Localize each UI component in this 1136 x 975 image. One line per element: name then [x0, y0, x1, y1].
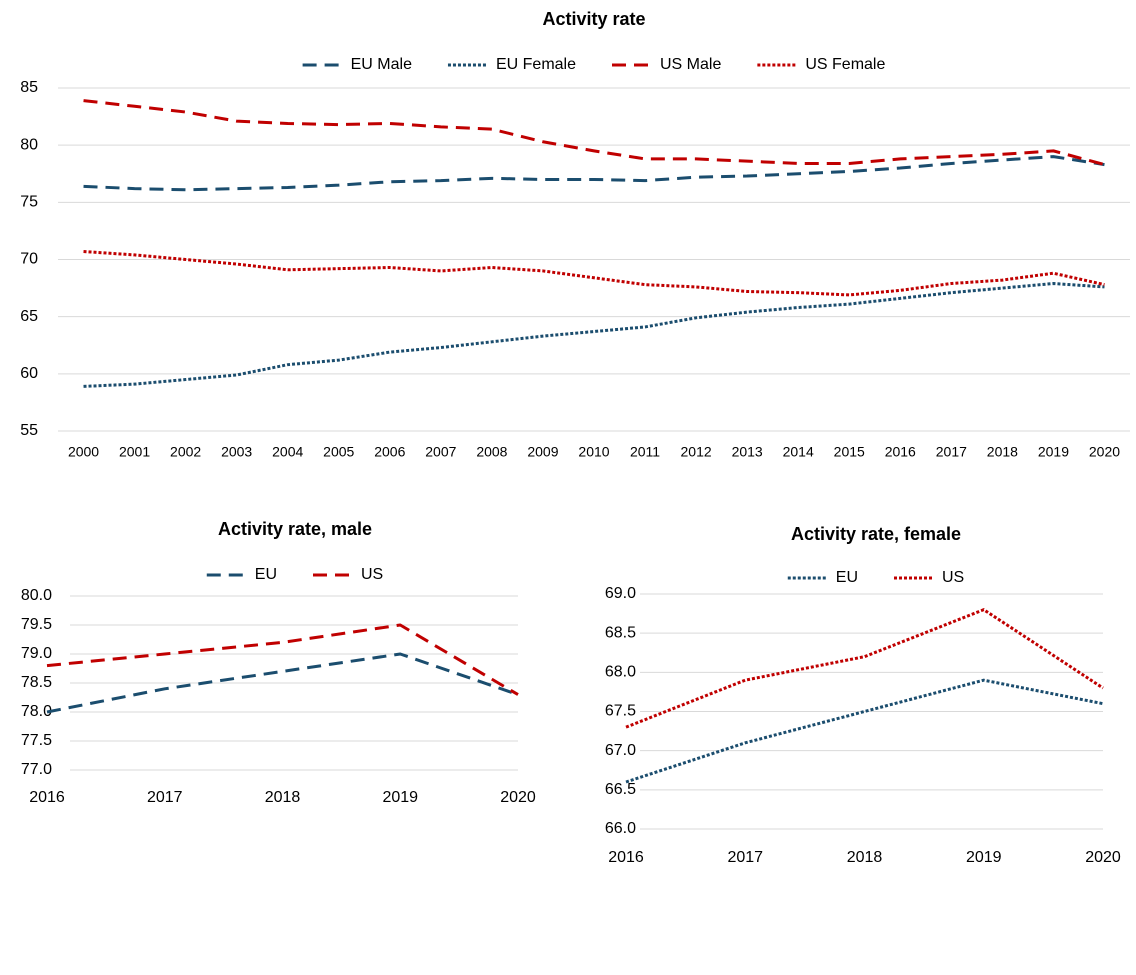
x-tick-label: 2012 — [681, 444, 712, 460]
y-tick-label: 67.0 — [605, 742, 636, 759]
y-tick-label: 77.0 — [21, 761, 52, 778]
x-tick-label: 2018 — [265, 789, 301, 806]
x-tick-label: 2017 — [936, 444, 967, 460]
x-tick-label: 2005 — [323, 444, 354, 460]
y-tick-label: 60 — [20, 365, 38, 382]
y-tick-label: 68.0 — [605, 664, 636, 681]
y-tick-label: 69.0 — [605, 585, 636, 602]
x-tick-label: 2020 — [500, 789, 536, 806]
x-tick-label: 2016 — [608, 849, 644, 866]
series-line — [83, 99, 1105, 167]
x-tick-label: 2011 — [630, 444, 660, 460]
series-line — [83, 250, 1105, 297]
x-tick-label: 2016 — [29, 789, 65, 806]
x-tick-label: 2018 — [847, 849, 883, 866]
y-tick-label: 79.5 — [21, 616, 52, 633]
x-tick-label: 2018 — [987, 444, 1018, 460]
y-tick-label: 79.0 — [21, 645, 52, 662]
x-tick-label: 2000 — [68, 444, 99, 460]
y-tick-label: 66.5 — [605, 781, 636, 798]
series-line — [625, 678, 1104, 784]
y-tick-label: 78.5 — [21, 674, 52, 691]
y-tick-label: 78.0 — [21, 703, 52, 720]
y-tick-label: 77.5 — [21, 732, 52, 749]
legend-label: US — [361, 566, 383, 583]
legend-label: EU Female — [496, 56, 576, 73]
y-tick-label: 85 — [20, 79, 38, 96]
series-line — [46, 623, 519, 696]
x-tick-label: 2004 — [272, 444, 303, 460]
x-tick-label: 2008 — [476, 444, 507, 460]
legend-label: US Male — [660, 56, 721, 73]
x-tick-label: 2016 — [885, 444, 916, 460]
y-tick-label: 55 — [20, 422, 38, 439]
y-tick-label: 80.0 — [21, 587, 52, 604]
y-tick-label: 75 — [20, 194, 38, 211]
legend-label: US — [942, 569, 964, 586]
y-tick-label: 80 — [20, 136, 38, 153]
y-tick-label: 70 — [20, 251, 38, 268]
y-tick-label: 68.5 — [605, 624, 636, 641]
chart-title: Activity rate — [542, 9, 645, 29]
legend-label: EU — [836, 569, 858, 586]
legend-label: EU — [255, 566, 277, 583]
x-tick-label: 2002 — [170, 444, 201, 460]
x-tick-label: 2003 — [221, 444, 252, 460]
x-tick-label: 2019 — [382, 789, 418, 806]
x-tick-label: 2009 — [527, 444, 558, 460]
x-tick-label: 2001 — [119, 444, 150, 460]
x-tick-label: 2019 — [1038, 444, 1069, 460]
x-tick-label: 2017 — [727, 849, 763, 866]
y-tick-label: 66.0 — [605, 820, 636, 837]
x-tick-label: 2013 — [732, 444, 763, 460]
chart-title: Activity rate, female — [791, 524, 961, 544]
series-line — [46, 652, 519, 714]
series-line — [625, 608, 1104, 729]
x-tick-label: 2020 — [1085, 849, 1121, 866]
legend-label: US Female — [805, 56, 885, 73]
legend-label: EU Male — [351, 56, 412, 73]
x-tick-label: 2019 — [966, 849, 1002, 866]
x-tick-label: 2007 — [425, 444, 456, 460]
series-line — [83, 282, 1105, 388]
x-tick-label: 2006 — [374, 444, 405, 460]
series-line — [83, 155, 1105, 192]
chart-title: Activity rate, male — [218, 519, 372, 539]
y-tick-label: 67.5 — [605, 703, 636, 720]
y-tick-label: 65 — [20, 308, 38, 325]
x-tick-label: 2014 — [783, 444, 814, 460]
x-tick-label: 2015 — [834, 444, 865, 460]
x-tick-label: 2017 — [147, 789, 183, 806]
x-tick-label: 2010 — [578, 444, 609, 460]
x-tick-label: 2020 — [1089, 444, 1120, 460]
